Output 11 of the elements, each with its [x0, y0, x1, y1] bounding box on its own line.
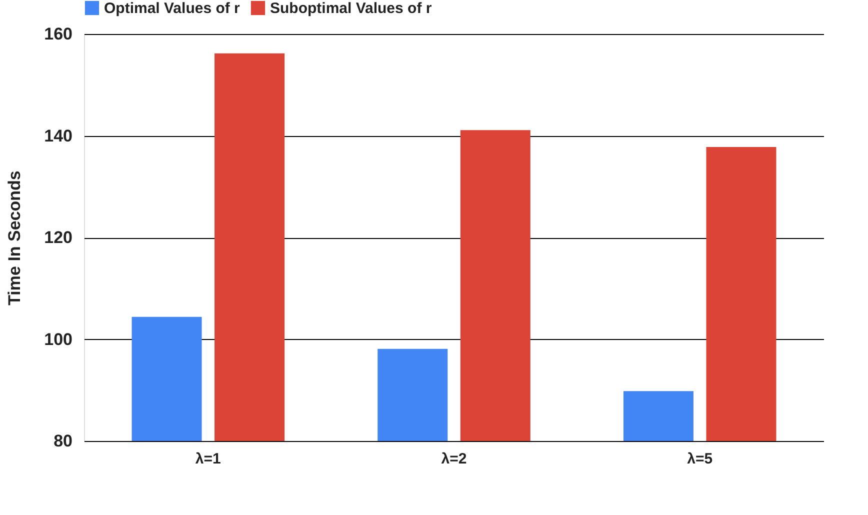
x-tick-label: λ=1: [195, 450, 221, 468]
x-tick-label: λ=2: [441, 450, 467, 468]
legend-label: Optimal Values of r: [104, 0, 240, 17]
y-tick-label: 160: [44, 24, 72, 44]
y-tick-label: 140: [44, 126, 72, 146]
y-axis-title: Time In Seconds: [5, 170, 24, 306]
y-tick-label: 120: [44, 228, 72, 247]
legend-label: Suboptimal Values of r: [270, 0, 432, 17]
x-tick-label: λ=5: [687, 450, 713, 468]
y-tick-label: 80: [54, 432, 72, 450]
y-tick-label: 100: [44, 330, 72, 349]
